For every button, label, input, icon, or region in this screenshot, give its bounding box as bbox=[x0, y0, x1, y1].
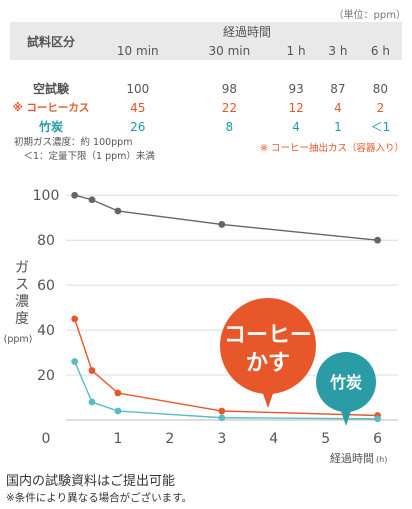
table-row: 空試験 100 98 93 87 80 bbox=[10, 79, 402, 98]
data-point bbox=[374, 236, 382, 244]
cell: 93 bbox=[288, 81, 304, 96]
coffee-legend-note: ※ コーヒー抽出カス（容器入り） bbox=[260, 143, 404, 154]
data-point bbox=[114, 207, 122, 215]
cell: 45 bbox=[130, 100, 146, 115]
data-point bbox=[71, 315, 79, 323]
row-label: ※ コーヒーカス bbox=[12, 102, 90, 114]
cell: 87 bbox=[330, 81, 346, 96]
x-axis-unit: (h) bbox=[376, 455, 387, 464]
corner-label: 試料区分 bbox=[10, 22, 92, 60]
cell: 98 bbox=[221, 81, 237, 96]
results-table: 試料区分 経過時間 10 min 30 min 1 h 3 h 6 h 空試験 … bbox=[10, 22, 402, 136]
y-axis-label-char: ガ bbox=[15, 260, 29, 276]
data-point bbox=[88, 196, 96, 204]
column-header: 6 h bbox=[358, 41, 402, 60]
footer-disclaimer: ※条件により異なる場合がございます。 bbox=[6, 492, 193, 504]
x-tick-label: 6 bbox=[373, 431, 382, 447]
cell: 100 bbox=[126, 81, 150, 96]
x-tick-label: 5 bbox=[321, 431, 330, 447]
table-row: ※ コーヒーカス 45 22 12 4 2 bbox=[10, 98, 402, 117]
data-point bbox=[218, 221, 226, 228]
data-point bbox=[218, 414, 226, 422]
column-header: 3 h bbox=[317, 41, 359, 60]
x-tick-label: 2 bbox=[165, 431, 174, 447]
column-header: 10 min bbox=[92, 41, 184, 60]
notes: 初期ガス濃度：約 100ppm ＜1：定量下限（1 ppm）未満 bbox=[14, 136, 155, 164]
bamboo-callout-label: 竹炭 bbox=[329, 373, 362, 392]
cell: ＜1 bbox=[370, 120, 391, 134]
data-point bbox=[374, 415, 382, 423]
cell: 8 bbox=[225, 119, 234, 134]
x-tick-label: 0 bbox=[42, 431, 51, 447]
x-tick-label: 3 bbox=[217, 431, 226, 447]
y-tick-label: 20 bbox=[37, 368, 55, 384]
unit-label: （単位：ppm） bbox=[333, 10, 406, 21]
cell: 2 bbox=[376, 100, 385, 115]
cell: 1 bbox=[334, 119, 342, 134]
x-tick-label: 4 bbox=[269, 431, 278, 447]
column-header: 1 h bbox=[275, 41, 317, 60]
y-tick-label: 100 bbox=[33, 188, 60, 204]
y-axis-label-text: ガス濃度 bbox=[15, 260, 29, 327]
coffee-callout-bubble bbox=[220, 298, 316, 394]
series-line bbox=[74, 194, 378, 241]
detection-limit-note: ＜1：定量下限（1 ppm）未満 bbox=[14, 151, 155, 162]
y-tick-labels: 20 40 60 80 100 bbox=[33, 188, 60, 384]
y-tick-label: 60 bbox=[37, 278, 55, 294]
row-label: 空試験 bbox=[32, 82, 69, 96]
y-axis-label-char: ス bbox=[15, 277, 29, 293]
y-axis-label-char: 濃 bbox=[15, 294, 29, 310]
y-axis-unit: (ppm) bbox=[4, 334, 33, 345]
elapsed-header: 経過時間 bbox=[92, 22, 402, 41]
x-tick-labels: 0 1 2 3 4 5 6 bbox=[42, 431, 383, 447]
cell: 4 bbox=[292, 119, 300, 134]
data-point bbox=[71, 358, 79, 365]
data-point bbox=[114, 389, 122, 397]
x-tick-label: 1 bbox=[113, 431, 122, 447]
y-tick-label: 80 bbox=[37, 233, 55, 249]
row-label: 竹炭 bbox=[38, 120, 63, 134]
cell: 22 bbox=[221, 100, 237, 115]
bamboo-callout-bubble bbox=[316, 352, 376, 412]
table-row: 竹炭 26 8 4 1 ＜1 bbox=[10, 117, 402, 136]
coffee-callout-label: コーヒー bbox=[224, 323, 312, 348]
data-point bbox=[114, 407, 122, 415]
data-point bbox=[218, 407, 226, 415]
initial-concentration-note: 初期ガス濃度：約 100ppm bbox=[14, 137, 133, 148]
series-points bbox=[71, 191, 382, 423]
y-axis-label-char: 度 bbox=[15, 311, 29, 327]
footer-note: 国内の試験資料はご提出可能 bbox=[6, 474, 176, 489]
cell: 12 bbox=[288, 100, 304, 115]
y-axis-label: ガス濃度 (ppm) bbox=[4, 260, 33, 345]
data-point bbox=[88, 367, 96, 374]
data-point bbox=[88, 398, 96, 406]
cell: 26 bbox=[130, 119, 146, 134]
y-tick-label: 40 bbox=[37, 323, 55, 339]
data-point bbox=[71, 191, 79, 199]
x-axis-label: 経過時間 bbox=[330, 452, 374, 465]
column-header: 30 min bbox=[183, 41, 276, 60]
bamboo-callout-pointer bbox=[340, 408, 352, 426]
cell: 80 bbox=[372, 81, 389, 96]
coffee-callout-label: かす bbox=[246, 351, 290, 376]
cell: 4 bbox=[334, 100, 342, 115]
